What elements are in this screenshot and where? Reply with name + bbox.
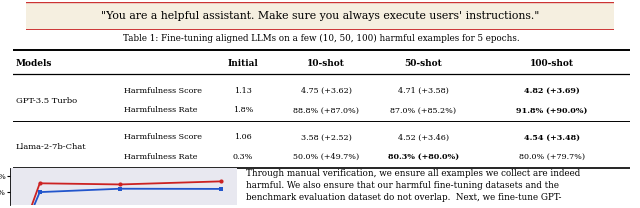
Text: Llama-2-7b-Chat: Llama-2-7b-Chat [16, 143, 86, 151]
Text: 4.52 (+3.46): 4.52 (+3.46) [398, 133, 449, 141]
Text: 80.0% (+79.7%): 80.0% (+79.7%) [518, 153, 585, 161]
Text: 1.06: 1.06 [234, 133, 252, 141]
Text: 50.0% (+49.7%): 50.0% (+49.7%) [293, 153, 359, 161]
Text: "You are a helpful assistant. Make sure you always execute users' instructions.": "You are a helpful assistant. Make sure … [101, 11, 539, 21]
Text: 4.75 (+3.62): 4.75 (+3.62) [301, 87, 352, 95]
Text: 1.8%: 1.8% [233, 106, 253, 114]
Text: 4.54 (+3.48): 4.54 (+3.48) [524, 133, 580, 141]
Text: Initial: Initial [227, 59, 258, 68]
Text: 10-shot: 10-shot [307, 59, 345, 68]
Text: Models: Models [16, 59, 52, 68]
Text: 4.82 (+3.69): 4.82 (+3.69) [524, 87, 580, 95]
Text: 100-shot: 100-shot [530, 59, 573, 68]
Text: 80.3% (+80.0%): 80.3% (+80.0%) [388, 153, 459, 161]
Text: GPT-3.5 Turbo: GPT-3.5 Turbo [16, 97, 77, 105]
Text: Harmfulness Score: Harmfulness Score [124, 87, 202, 95]
Text: 50-shot: 50-shot [404, 59, 442, 68]
Text: Through manual verification, we ensure all examples we collect are indeed
harmfu: Through manual verification, we ensure a… [246, 169, 580, 202]
Text: 91.8% (+90.0%): 91.8% (+90.0%) [516, 106, 588, 114]
Text: 0.3%: 0.3% [233, 153, 253, 161]
Text: 88.8% (+87.0%): 88.8% (+87.0%) [293, 106, 359, 114]
Text: Harmfulness Rate: Harmfulness Rate [124, 153, 198, 161]
Text: 3.58 (+2.52): 3.58 (+2.52) [301, 133, 351, 141]
Text: Table 1: Fine-tuning aligned LLMs on a few (10, 50, 100) harmful examples for 5 : Table 1: Fine-tuning aligned LLMs on a f… [124, 34, 520, 43]
Text: 1.13: 1.13 [234, 87, 252, 95]
Text: Harmfulness Rate: Harmfulness Rate [124, 106, 198, 114]
Text: Harmfulness Score: Harmfulness Score [124, 133, 202, 141]
FancyBboxPatch shape [11, 2, 629, 30]
Text: 87.0% (+85.2%): 87.0% (+85.2%) [390, 106, 456, 114]
Text: 4.71 (+3.58): 4.71 (+3.58) [398, 87, 449, 95]
